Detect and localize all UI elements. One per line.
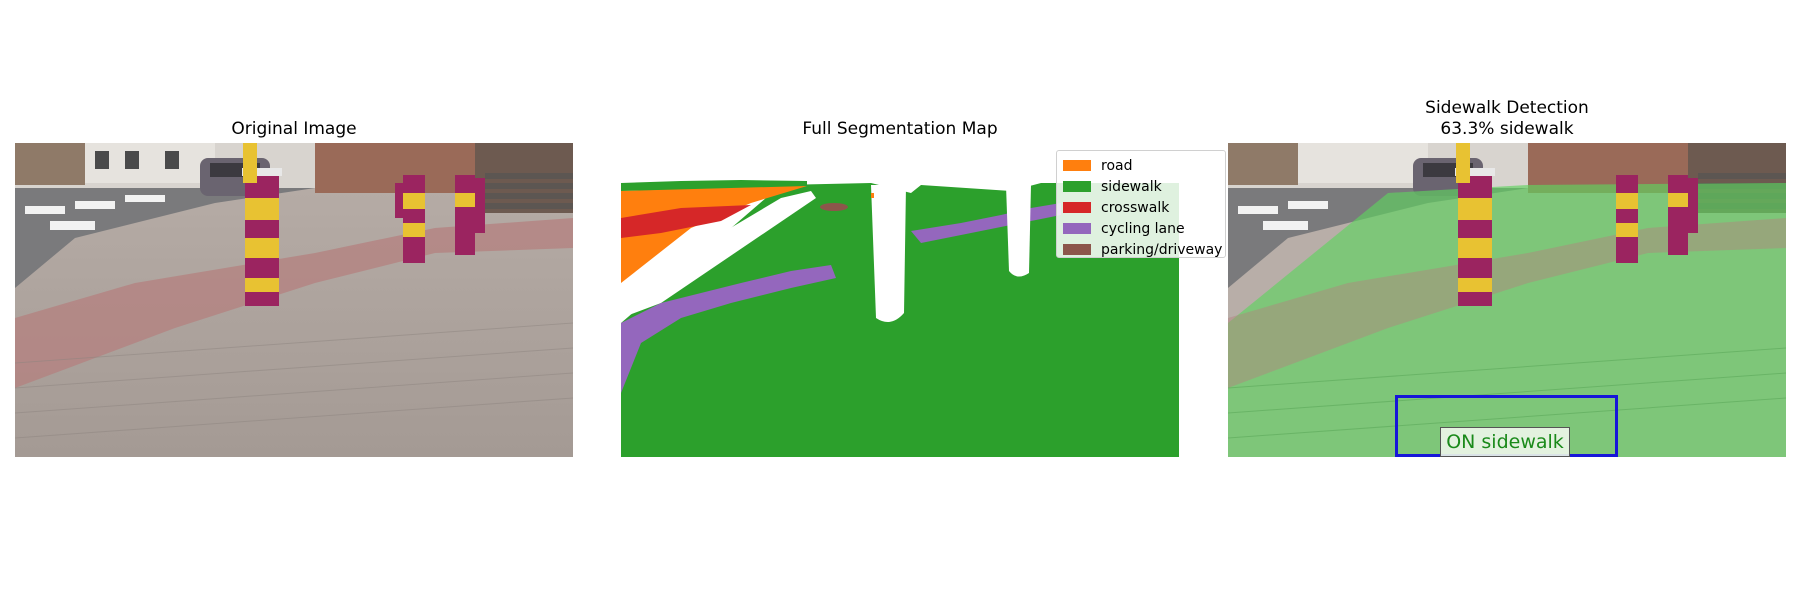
detection-sidewalk-percentage: 63.3% sidewalk (1440, 119, 1574, 139)
legend-swatch-sidewalk (1063, 181, 1091, 192)
segmentation-legend: road sidewalk crosswalk cycling lane par… (1056, 150, 1226, 258)
legend-swatch-parking-driveway (1063, 244, 1091, 255)
legend-label: sidewalk (1101, 178, 1162, 195)
legend-item-sidewalk: sidewalk (1063, 176, 1219, 197)
detection-image (1228, 143, 1786, 457)
segmentation-title: Full Segmentation Map (802, 119, 998, 139)
legend-item-crosswalk: crosswalk (1063, 197, 1219, 218)
legend-item-road: road (1063, 155, 1219, 176)
legend-label: road (1101, 157, 1133, 174)
legend-item-parking-driveway: parking/driveway (1063, 239, 1223, 260)
legend-label: crosswalk (1101, 199, 1170, 216)
original-image-title: Original Image (231, 119, 357, 139)
sidewalk-status-label: ON sidewalk (1440, 427, 1570, 457)
legend-item-cycling-lane: cycling lane (1063, 218, 1219, 239)
legend-label: cycling lane (1101, 220, 1185, 237)
detection-title: Sidewalk Detection 63.3% sidewalk (1228, 98, 1786, 140)
detection-title-line1: Sidewalk Detection (1425, 98, 1589, 118)
legend-swatch-crosswalk (1063, 202, 1091, 213)
legend-swatch-road (1063, 160, 1091, 171)
legend-label: parking/driveway (1101, 241, 1223, 258)
original-image (15, 143, 573, 457)
bollard-shapes (242, 143, 485, 306)
legend-swatch-cycling-lane (1063, 223, 1091, 234)
